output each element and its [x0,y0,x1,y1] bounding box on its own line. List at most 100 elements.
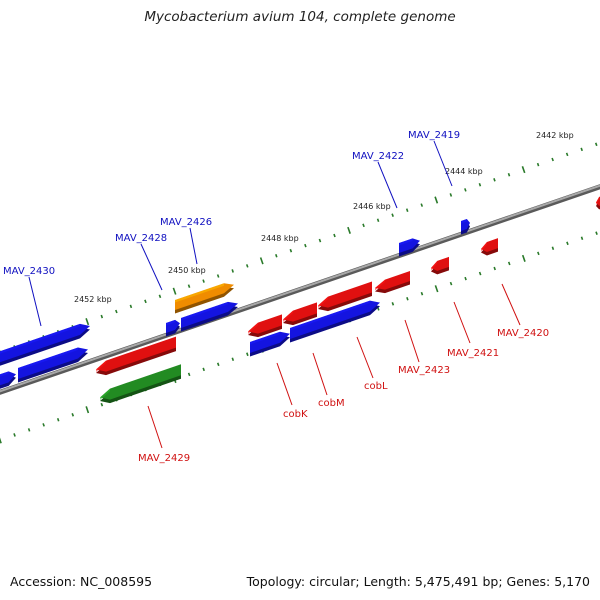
gene-cobk[interactable] [248,314,282,338]
scale-tick [129,304,133,309]
gene-highlight [100,388,110,400]
gene-label-mav-2422[interactable]: MAV_2422 [352,151,404,162]
gene-cobl[interactable] [318,281,372,312]
gene-reverse-left[interactable] [96,336,176,376]
gene-label-mav-2429[interactable]: MAV_2429 [138,453,190,464]
gene-mav-2419[interactable] [461,218,470,235]
gene-highlight [318,296,328,308]
gene-highlight [0,371,9,377]
scale-tick [406,297,409,301]
scale-tick [42,423,45,427]
gene-highlight [399,238,413,246]
gene-highlight [96,360,106,372]
scale-tick [434,196,439,204]
scale-tick [0,437,2,444]
tick-tracks [0,142,598,444]
gene-label-cobk[interactable]: cobK [283,409,308,420]
scale-tick [478,183,482,187]
gene-highlight [18,347,78,371]
gene-body [0,323,90,363]
scale-tick [172,287,177,295]
scale-track-top [0,142,598,356]
gene-mav-2430-b[interactable] [0,371,16,390]
gene-highlight [461,218,467,224]
scale-tick [580,147,583,152]
scale-tick [478,271,482,276]
gene-mav-2430-a[interactable] [0,323,90,368]
gene-mav-2426[interactable] [181,301,238,332]
scale-tick [565,152,569,157]
scale-tick [566,241,569,246]
gene-label-mav-2420[interactable]: MAV_2420 [497,328,549,339]
gene-body [283,302,317,322]
gene-highlight [166,319,176,326]
gene-edge-right[interactable] [596,195,600,210]
gene-orange[interactable] [175,283,234,314]
gene-body [481,238,498,252]
gene-highlight [181,301,228,321]
scale-tick [449,281,453,286]
gene-label-cobl[interactable]: cobL [364,381,388,392]
gene-highlight [481,241,487,252]
scale-tick [464,188,467,192]
gene-body [318,281,372,308]
gene-highlight [431,260,438,271]
gene-mav-2421[interactable] [431,256,449,275]
gene-body [375,271,410,290]
gene-label-mav-2428[interactable]: MAV_2428 [115,233,167,244]
scale-tick [187,372,191,377]
scale-tick [333,233,336,238]
scale-tick [304,243,307,248]
scale-tick [551,157,554,162]
gene-forward-cob-a[interactable] [250,331,290,357]
gene-label-mav-2421[interactable]: MAV_2421 [447,348,499,359]
scale-tick [391,302,395,306]
scale-tick [391,213,394,217]
scale-label-2444: 2444 kbp [445,167,483,176]
scale-track-bottom [0,231,598,444]
scale-tick [115,309,118,314]
genome-summary-text: Topology: circular; Length: 5,475,491 bp… [246,574,590,589]
gene-highlight [283,310,293,322]
scale-tick [187,284,191,288]
gene-label-mav-2426[interactable]: MAV_2426 [160,217,212,228]
label-leader-lines [28,140,521,449]
scale-tick [405,208,409,212]
scale-tick [259,257,264,265]
scale-label-2446: 2446 kbp [353,202,391,211]
scale-tick [144,299,147,304]
scale-tick [100,314,104,319]
gene-highlight [175,283,224,303]
scale-tick [537,251,540,256]
scale-tick [507,172,511,177]
map-title: Mycobacterium avium 104, complete genome [144,9,456,25]
scale-tick [158,294,162,299]
scale-tick [536,162,540,167]
gene-highlight [0,323,80,354]
gene-mav-2422[interactable] [399,238,420,257]
gene-forward-left[interactable] [18,347,88,383]
gene-mav-2428[interactable] [166,319,180,337]
scale-tick [231,269,234,273]
genome-backbone [0,184,600,395]
scale-tick [100,402,104,407]
scale-label-2442: 2442 kbp [536,131,574,140]
gene-highlight [596,196,600,205]
scale-tick [85,318,90,326]
gene-label-cobm[interactable]: cobM [318,398,345,409]
gene-cobm[interactable] [283,302,317,326]
gene-mav-2420[interactable] [481,238,498,256]
gene-body [100,364,181,400]
gene-mav-2423[interactable] [375,271,410,294]
gene-mav-2429[interactable] [100,364,181,404]
scale-tick [362,223,365,228]
scale-tick [231,357,235,362]
gene-label-mav-2419[interactable]: MAV_2419 [408,130,460,141]
gene-forward-cob-b[interactable] [290,300,380,343]
scale-tick [318,238,322,243]
gene-label-mav-2423[interactable]: MAV_2423 [398,365,450,376]
scale-tick [580,236,584,240]
gene-label-mav-2430[interactable]: MAV_2430 [3,266,55,277]
scale-label-2450: 2450 kbp [168,266,206,275]
